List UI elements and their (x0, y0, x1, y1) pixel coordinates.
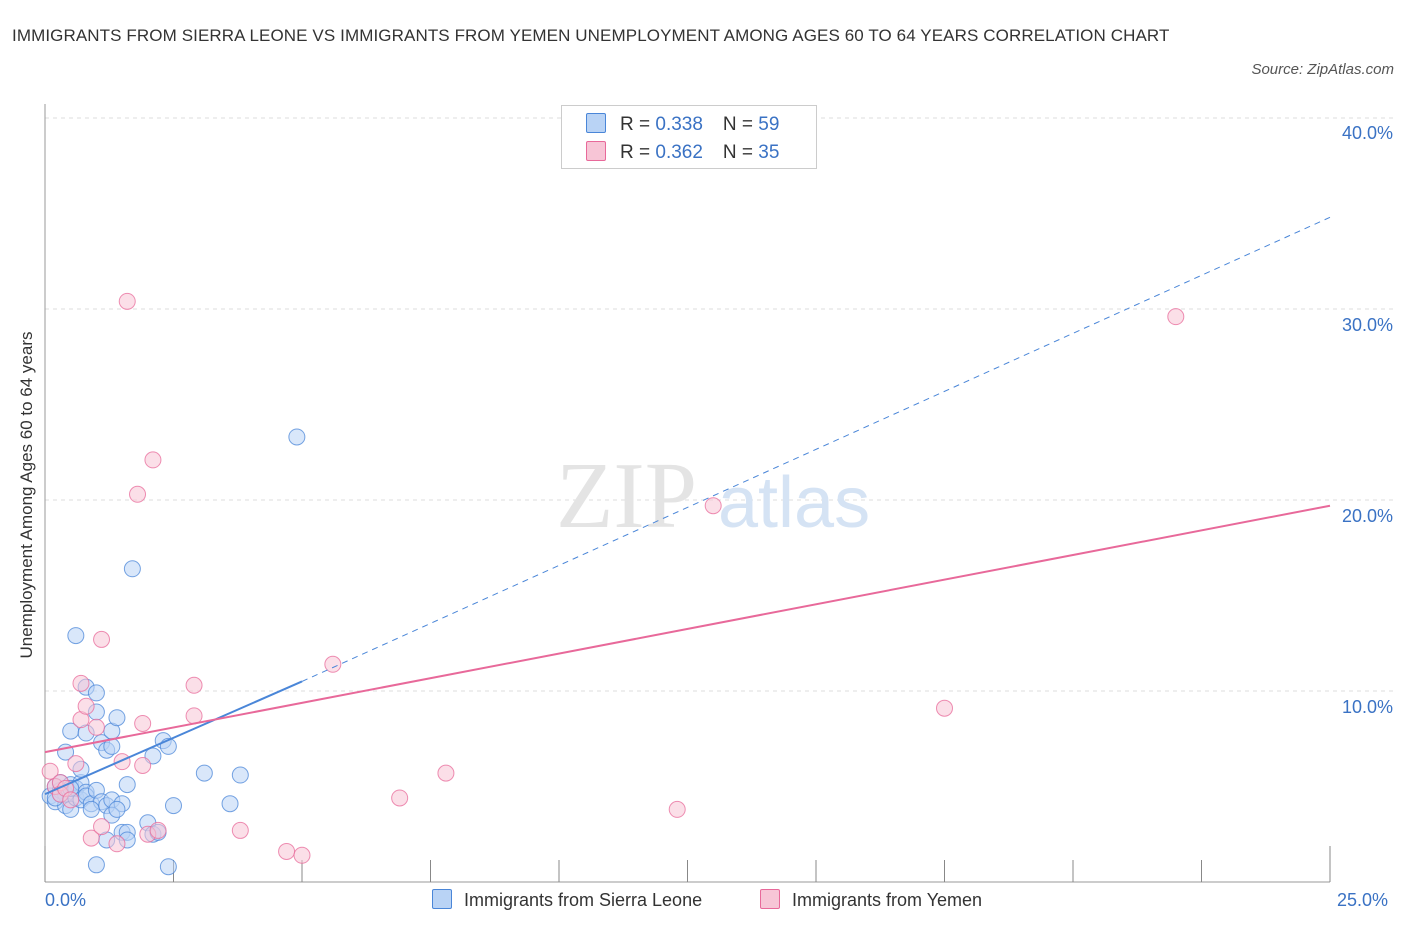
legend-r-label: R = (620, 142, 656, 163)
legend-r-value: 0.362 (655, 142, 703, 163)
point-yemen (93, 630, 111, 648)
source-label: Source: ZipAtlas.com (1251, 61, 1394, 78)
legend-n-value: 35 (758, 142, 780, 163)
point-sierra-leone (231, 766, 249, 784)
point-yemen (67, 755, 85, 773)
y-tick-label: 20.0% (1341, 506, 1393, 526)
watermark: ZIP atlas (556, 444, 870, 548)
point-yemen (668, 800, 686, 818)
legend-swatch-pink (586, 141, 606, 161)
point-yemen (87, 718, 105, 736)
point-yemen (704, 497, 722, 515)
bottom-legend-label: Immigrants from Sierra Leone (464, 890, 703, 910)
point-yemen (72, 674, 90, 692)
point-yemen (118, 292, 136, 310)
trendline-sierra-leone (44, 680, 303, 796)
y-axis-label: Unemployment Among Ages 60 to 64 years (17, 331, 36, 659)
point-yemen (77, 697, 95, 715)
point-sierra-leone (288, 428, 306, 446)
legend-n-value: 59 (758, 114, 780, 135)
point-sierra-leone (108, 709, 126, 727)
axes (44, 104, 1331, 883)
point-yemen (936, 699, 953, 717)
point-sierra-leone (165, 797, 182, 815)
point-yemen (82, 829, 100, 847)
point-yemen (41, 762, 59, 780)
point-yemen (134, 714, 152, 732)
legend-row-yemen: R = 0.362 N = 35 (586, 141, 779, 165)
point-yemen (278, 842, 296, 860)
chart-title: IMMIGRANTS FROM SIERRA LEONE VS IMMIGRAN… (12, 26, 1170, 45)
bottom-legend-sierra-leone: Immigrants from Sierra Leone (432, 889, 702, 911)
point-sierra-leone (67, 627, 85, 645)
point-sierra-leone (87, 856, 105, 874)
point-yemen (93, 818, 111, 836)
point-sierra-leone (123, 560, 141, 578)
y-tick-label: 30.0% (1341, 315, 1393, 335)
y-tick-label: 40.0% (1341, 123, 1393, 143)
point-sierra-leone (195, 764, 213, 782)
point-sierra-leone (108, 800, 126, 818)
point-sierra-leone (159, 858, 177, 876)
trendline-yemen (44, 504, 1331, 754)
point-yemen (1167, 308, 1185, 326)
point-yemen (324, 655, 342, 673)
point-yemen (231, 821, 249, 839)
point-yemen (108, 835, 126, 853)
legend-r-value: 0.338 (655, 114, 703, 135)
legend-swatch-blue (586, 113, 606, 133)
trendline-sierra-leone-extrapolated (301, 216, 1331, 682)
watermark-atlas: atlas (718, 463, 870, 543)
legend: R = 0.338 N = 59 R = 0.362 N = 35 (561, 105, 817, 169)
point-sierra-leone (87, 684, 105, 702)
point-yemen (437, 764, 455, 782)
point-sierra-leone (82, 800, 100, 818)
point-yemen (134, 756, 152, 774)
point-yemen (144, 451, 162, 469)
bottom-legend-swatch-pink (760, 889, 780, 909)
point-yemen (293, 846, 311, 864)
trend-lines (44, 216, 1331, 796)
legend-row-sierra-leone: R = 0.338 N = 59 (586, 113, 779, 137)
series-yemen-points (41, 292, 1185, 864)
grid-lines (45, 117, 1395, 692)
point-sierra-leone (118, 776, 136, 794)
point-yemen (185, 707, 203, 725)
legend-n-label: N = (722, 114, 759, 135)
bottom-legend-swatch-blue (432, 889, 452, 909)
point-yemen (129, 485, 147, 503)
point-yemen (149, 821, 167, 839)
point-yemen (391, 789, 409, 807)
bottom-legend-label: Immigrants from Yemen (792, 890, 983, 910)
bottom-legend-yemen: Immigrants from Yemen (760, 889, 982, 911)
point-sierra-leone (221, 795, 239, 813)
point-yemen (113, 753, 131, 771)
legend-r-label: R = (620, 114, 656, 135)
x-tick-label: 0.0% (45, 890, 87, 910)
point-yemen (185, 676, 203, 694)
y-tick-label: 10.0% (1341, 697, 1393, 717)
point-yemen (62, 791, 80, 809)
series-sierra-leone-points (41, 428, 306, 876)
watermark-zip: ZIP (556, 444, 697, 548)
x-tick-label: 25.0% (1337, 890, 1389, 910)
legend-n-label: N = (722, 142, 759, 163)
